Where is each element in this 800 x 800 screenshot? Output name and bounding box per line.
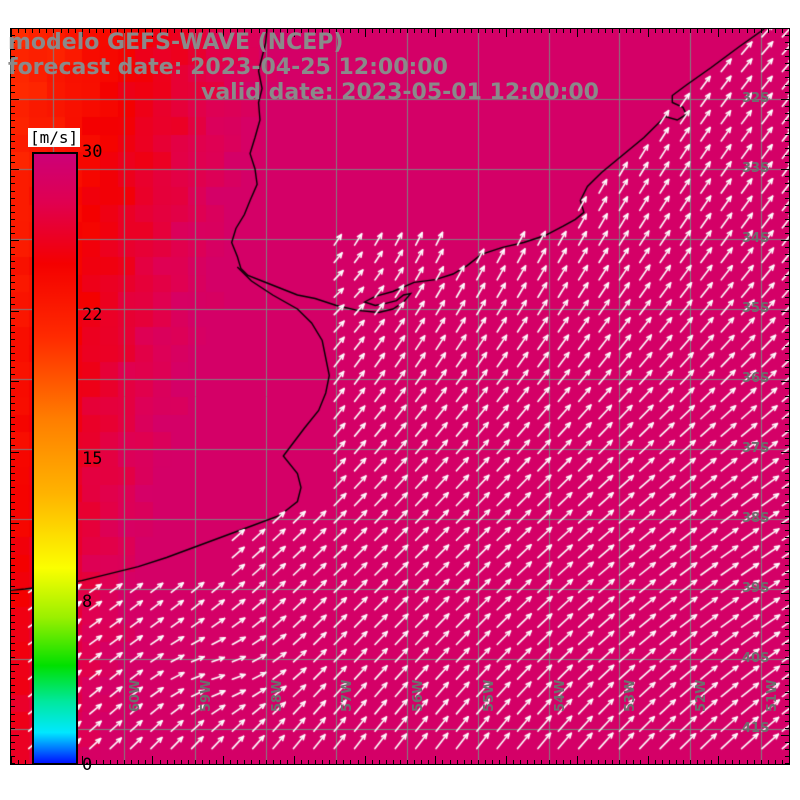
map-plot-area xyxy=(10,28,790,765)
lon-label-54W: 54W xyxy=(552,679,568,712)
wind-speed-heatmap-canvas xyxy=(11,29,789,764)
lon-label-59W: 59W xyxy=(198,679,214,712)
lon-label-55W: 55W xyxy=(481,679,497,712)
lat-label-37S: 37S xyxy=(742,441,770,456)
top-axis-ticks xyxy=(10,28,790,40)
lon-label-57W: 57W xyxy=(340,679,356,712)
colorbar-tick-8: 8 xyxy=(82,591,93,612)
lat-label-32S: 32S xyxy=(742,91,770,106)
lon-label-58W: 58W xyxy=(269,679,285,712)
colorbar-tick-0: 0 xyxy=(82,755,93,775)
lat-label-36S: 36S xyxy=(742,371,770,386)
lat-label-33S: 33S xyxy=(742,161,770,176)
right-axis-ticks xyxy=(778,28,790,765)
bottom-axis-ticks xyxy=(10,753,790,765)
lat-label-41S: 41S xyxy=(742,721,770,736)
colorbar-tick-22: 22 xyxy=(82,305,103,326)
lat-label-39S: 39S xyxy=(742,581,770,596)
lon-label-51W: 51W xyxy=(764,679,780,712)
left-axis-ticks xyxy=(10,28,22,765)
lon-label-53W: 53W xyxy=(623,679,639,712)
lat-label-40S: 40S xyxy=(742,651,770,666)
lon-label-52W: 52W xyxy=(693,679,709,712)
colorbar xyxy=(32,152,78,765)
colorbar-tick-15: 15 xyxy=(82,448,103,469)
lat-label-35S: 35S xyxy=(742,301,770,316)
lon-label-60W: 60W xyxy=(128,679,144,712)
colorbar-unit-label: [m/s] xyxy=(28,128,81,147)
lon-label-56W: 56W xyxy=(411,679,427,712)
colorbar-tick-30: 30 xyxy=(82,142,103,162)
lat-label-38S: 38S xyxy=(742,511,770,526)
lat-label-34S: 34S xyxy=(742,231,770,246)
colorbar-gradient xyxy=(32,152,78,765)
